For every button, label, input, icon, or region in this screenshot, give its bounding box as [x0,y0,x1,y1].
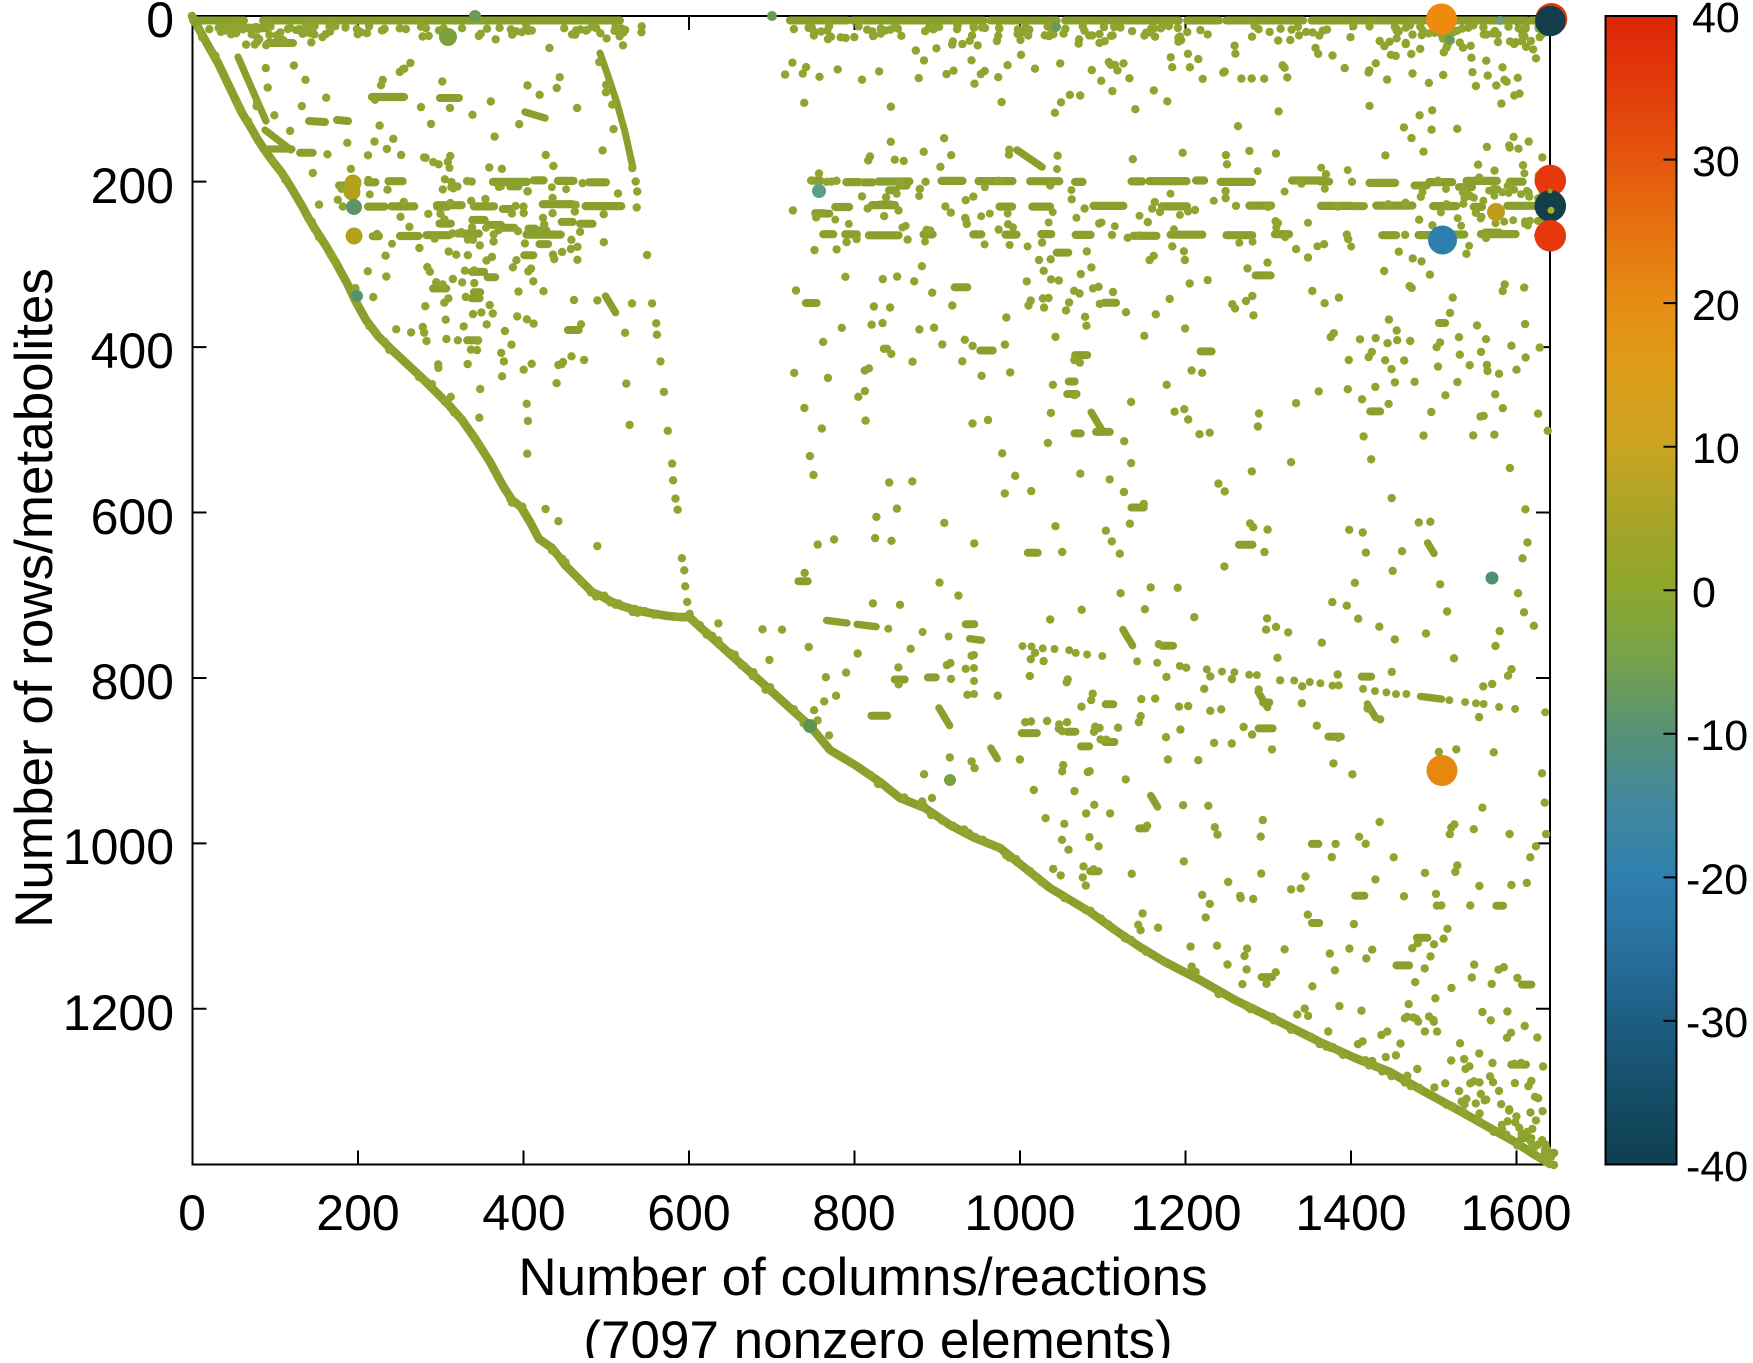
svg-text:-30: -30 [1686,999,1748,1047]
svg-text:Number of rows/metabolites: Number of rows/metabolites [5,268,64,928]
svg-text:Number of columns/reactions: Number of columns/reactions [518,1248,1207,1307]
svg-text:800: 800 [91,654,174,710]
svg-text:0: 0 [1692,569,1716,617]
svg-text:200: 200 [316,1185,399,1241]
svg-text:0: 0 [178,1185,206,1241]
svg-text:-10: -10 [1686,712,1748,760]
svg-text:20: 20 [1692,282,1740,330]
svg-text:10: 10 [1692,425,1740,473]
svg-text:30: 30 [1692,138,1740,186]
svg-text:(7097 nonzero elements): (7097 nonzero elements) [583,1311,1172,1358]
svg-text:600: 600 [91,489,174,545]
svg-text:400: 400 [482,1185,565,1241]
svg-text:1600: 1600 [1460,1185,1571,1241]
svg-text:1200: 1200 [1130,1185,1241,1241]
svg-text:200: 200 [91,158,174,214]
svg-text:40: 40 [1692,0,1740,42]
svg-text:1200: 1200 [63,985,174,1041]
svg-text:1400: 1400 [1295,1185,1406,1241]
svg-text:800: 800 [812,1185,895,1241]
svg-text:400: 400 [91,323,174,379]
svg-text:-40: -40 [1686,1143,1748,1191]
svg-text:1000: 1000 [63,819,174,875]
svg-text:1000: 1000 [964,1185,1075,1241]
svg-text:0: 0 [146,0,174,48]
svg-text:-20: -20 [1686,856,1748,904]
svg-text:600: 600 [647,1185,730,1241]
